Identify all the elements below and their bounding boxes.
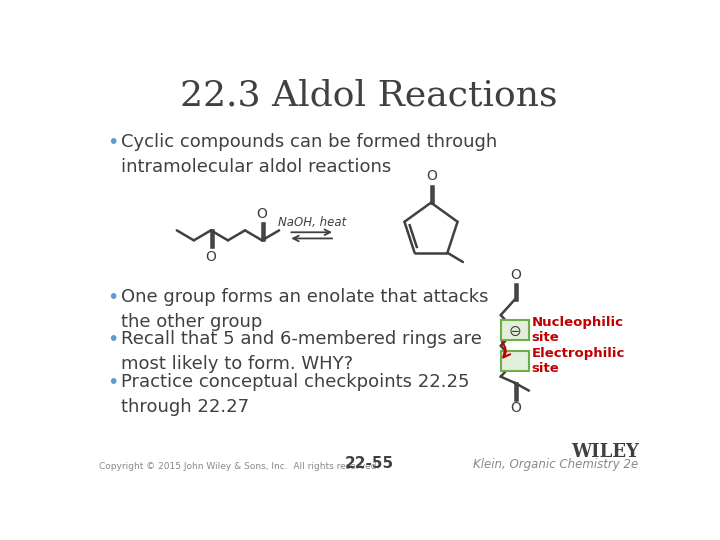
Text: O: O <box>426 170 437 184</box>
Text: NaOH, heat: NaOH, heat <box>277 216 346 229</box>
Text: Practice conceptual checkpoints 22.25
through 22.27: Practice conceptual checkpoints 22.25 th… <box>121 373 469 416</box>
Text: ⊖: ⊖ <box>509 323 522 339</box>
Text: One group forms an enolate that attacks
the other group: One group forms an enolate that attacks … <box>121 288 488 331</box>
Text: 22.3 Aldol Reactions: 22.3 Aldol Reactions <box>180 79 558 113</box>
Text: 22-55: 22-55 <box>344 456 394 471</box>
Text: O: O <box>510 401 521 415</box>
Text: •: • <box>107 288 118 307</box>
Text: Recall that 5 and 6-membered rings are
most likely to form. WHY?: Recall that 5 and 6-membered rings are m… <box>121 330 482 374</box>
Text: Cyclic compounds can be formed through
intramolecular aldol reactions: Cyclic compounds can be formed through i… <box>121 132 498 176</box>
Text: O: O <box>205 249 216 264</box>
Text: O: O <box>510 268 521 282</box>
Text: •: • <box>107 330 118 349</box>
FancyBboxPatch shape <box>500 320 528 340</box>
Text: •: • <box>107 373 118 392</box>
Text: Klein, Organic Chemistry 2e: Klein, Organic Chemistry 2e <box>474 458 639 471</box>
Text: Electrophilic
site: Electrophilic site <box>532 347 625 375</box>
Text: WILEY: WILEY <box>571 443 639 461</box>
Text: Nucleophilic
site: Nucleophilic site <box>532 316 624 345</box>
Text: •: • <box>107 132 118 152</box>
Text: Copyright © 2015 John Wiley & Sons, Inc.  All rights reserved.: Copyright © 2015 John Wiley & Sons, Inc.… <box>99 462 379 471</box>
FancyBboxPatch shape <box>500 351 528 372</box>
Text: O: O <box>256 207 268 221</box>
